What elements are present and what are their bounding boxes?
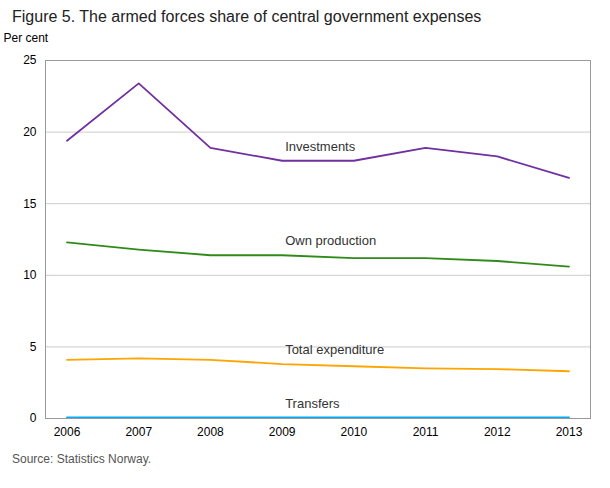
svg-text:2010: 2010 [341, 425, 368, 439]
svg-text:2013: 2013 [556, 425, 583, 439]
svg-text:2012: 2012 [484, 425, 511, 439]
svg-text:Own production: Own production [285, 233, 376, 248]
svg-text:20: 20 [23, 125, 37, 139]
svg-text:Transfers: Transfers [285, 396, 340, 411]
svg-text:5: 5 [30, 340, 37, 354]
html-text:Source: Statistics Norway.: Source: Statistics Norway. [12, 452, 152, 466]
svg-text:2009: 2009 [269, 425, 296, 439]
svg-text:2008: 2008 [197, 425, 224, 439]
svg-text:Per cent: Per cent [4, 31, 49, 45]
html-text:Figure 5. The armed forces sha: Figure 5. The armed forces share of cent… [12, 8, 482, 25]
svg-text:2006: 2006 [54, 425, 81, 439]
svg-text:Investments: Investments [285, 139, 356, 154]
svg-text:0: 0 [30, 411, 37, 425]
svg-text:2007: 2007 [125, 425, 152, 439]
svg-text:25: 25 [23, 53, 37, 67]
svg-text:10: 10 [23, 268, 37, 282]
svg-text:2011: 2011 [413, 425, 439, 439]
svg-text:Total expenditure: Total expenditure [285, 342, 384, 357]
svg-text:15: 15 [23, 197, 37, 211]
